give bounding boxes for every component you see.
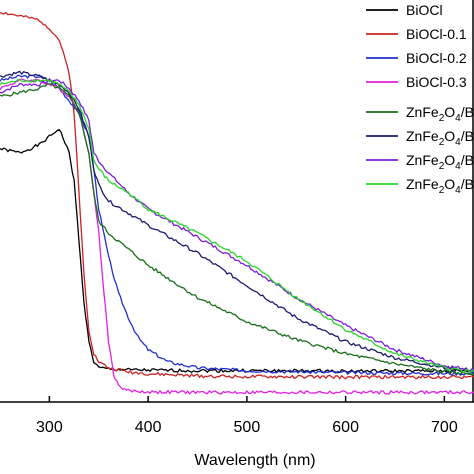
series-line-7 — [0, 77, 474, 372]
plot-area: 300 400 500 600 700 — [0, 0, 474, 436]
x-ticks: 300 400 500 600 700 — [36, 396, 458, 436]
series-layer — [0, 11, 474, 395]
series-line-1 — [0, 129, 474, 374]
series-line-4 — [0, 78, 474, 395]
legend-label: ZnFe2O4/BiOCl-0.3 — [406, 152, 474, 172]
legend: BiOCl BiOCl-0.1 BiOCl-0.2 BiOCl-0.3 ZnFe2O4/… — [366, 2, 474, 196]
legend-label: ZnFe2O4/BiOCl-0.4 — [406, 176, 474, 196]
x-tick-label: 500 — [234, 419, 261, 436]
legend-label: ZnFe2O4/BiOCl-0.2 — [406, 128, 474, 148]
x-tick-label: 600 — [332, 419, 359, 436]
x-tick-label: 400 — [135, 419, 162, 436]
series-line-5 — [0, 83, 474, 376]
legend-label: BiOCl-0.3 — [406, 74, 467, 90]
series-line-6 — [0, 70, 474, 372]
series-line-2 — [0, 11, 474, 380]
series-line-3 — [0, 74, 474, 377]
legend-label: ZnFe2O4/BiOCl-0.1 — [406, 104, 474, 124]
x-axis-title: Wavelength (nm) — [194, 452, 315, 469]
legend-label: BiOCl — [406, 2, 443, 18]
legend-label: BiOCl-0.2 — [406, 50, 467, 66]
x-tick-label: 700 — [431, 419, 458, 436]
series-line-8 — [0, 78, 474, 374]
x-tick-label: 300 — [36, 419, 63, 436]
legend-label: BiOCl-0.1 — [406, 26, 467, 42]
